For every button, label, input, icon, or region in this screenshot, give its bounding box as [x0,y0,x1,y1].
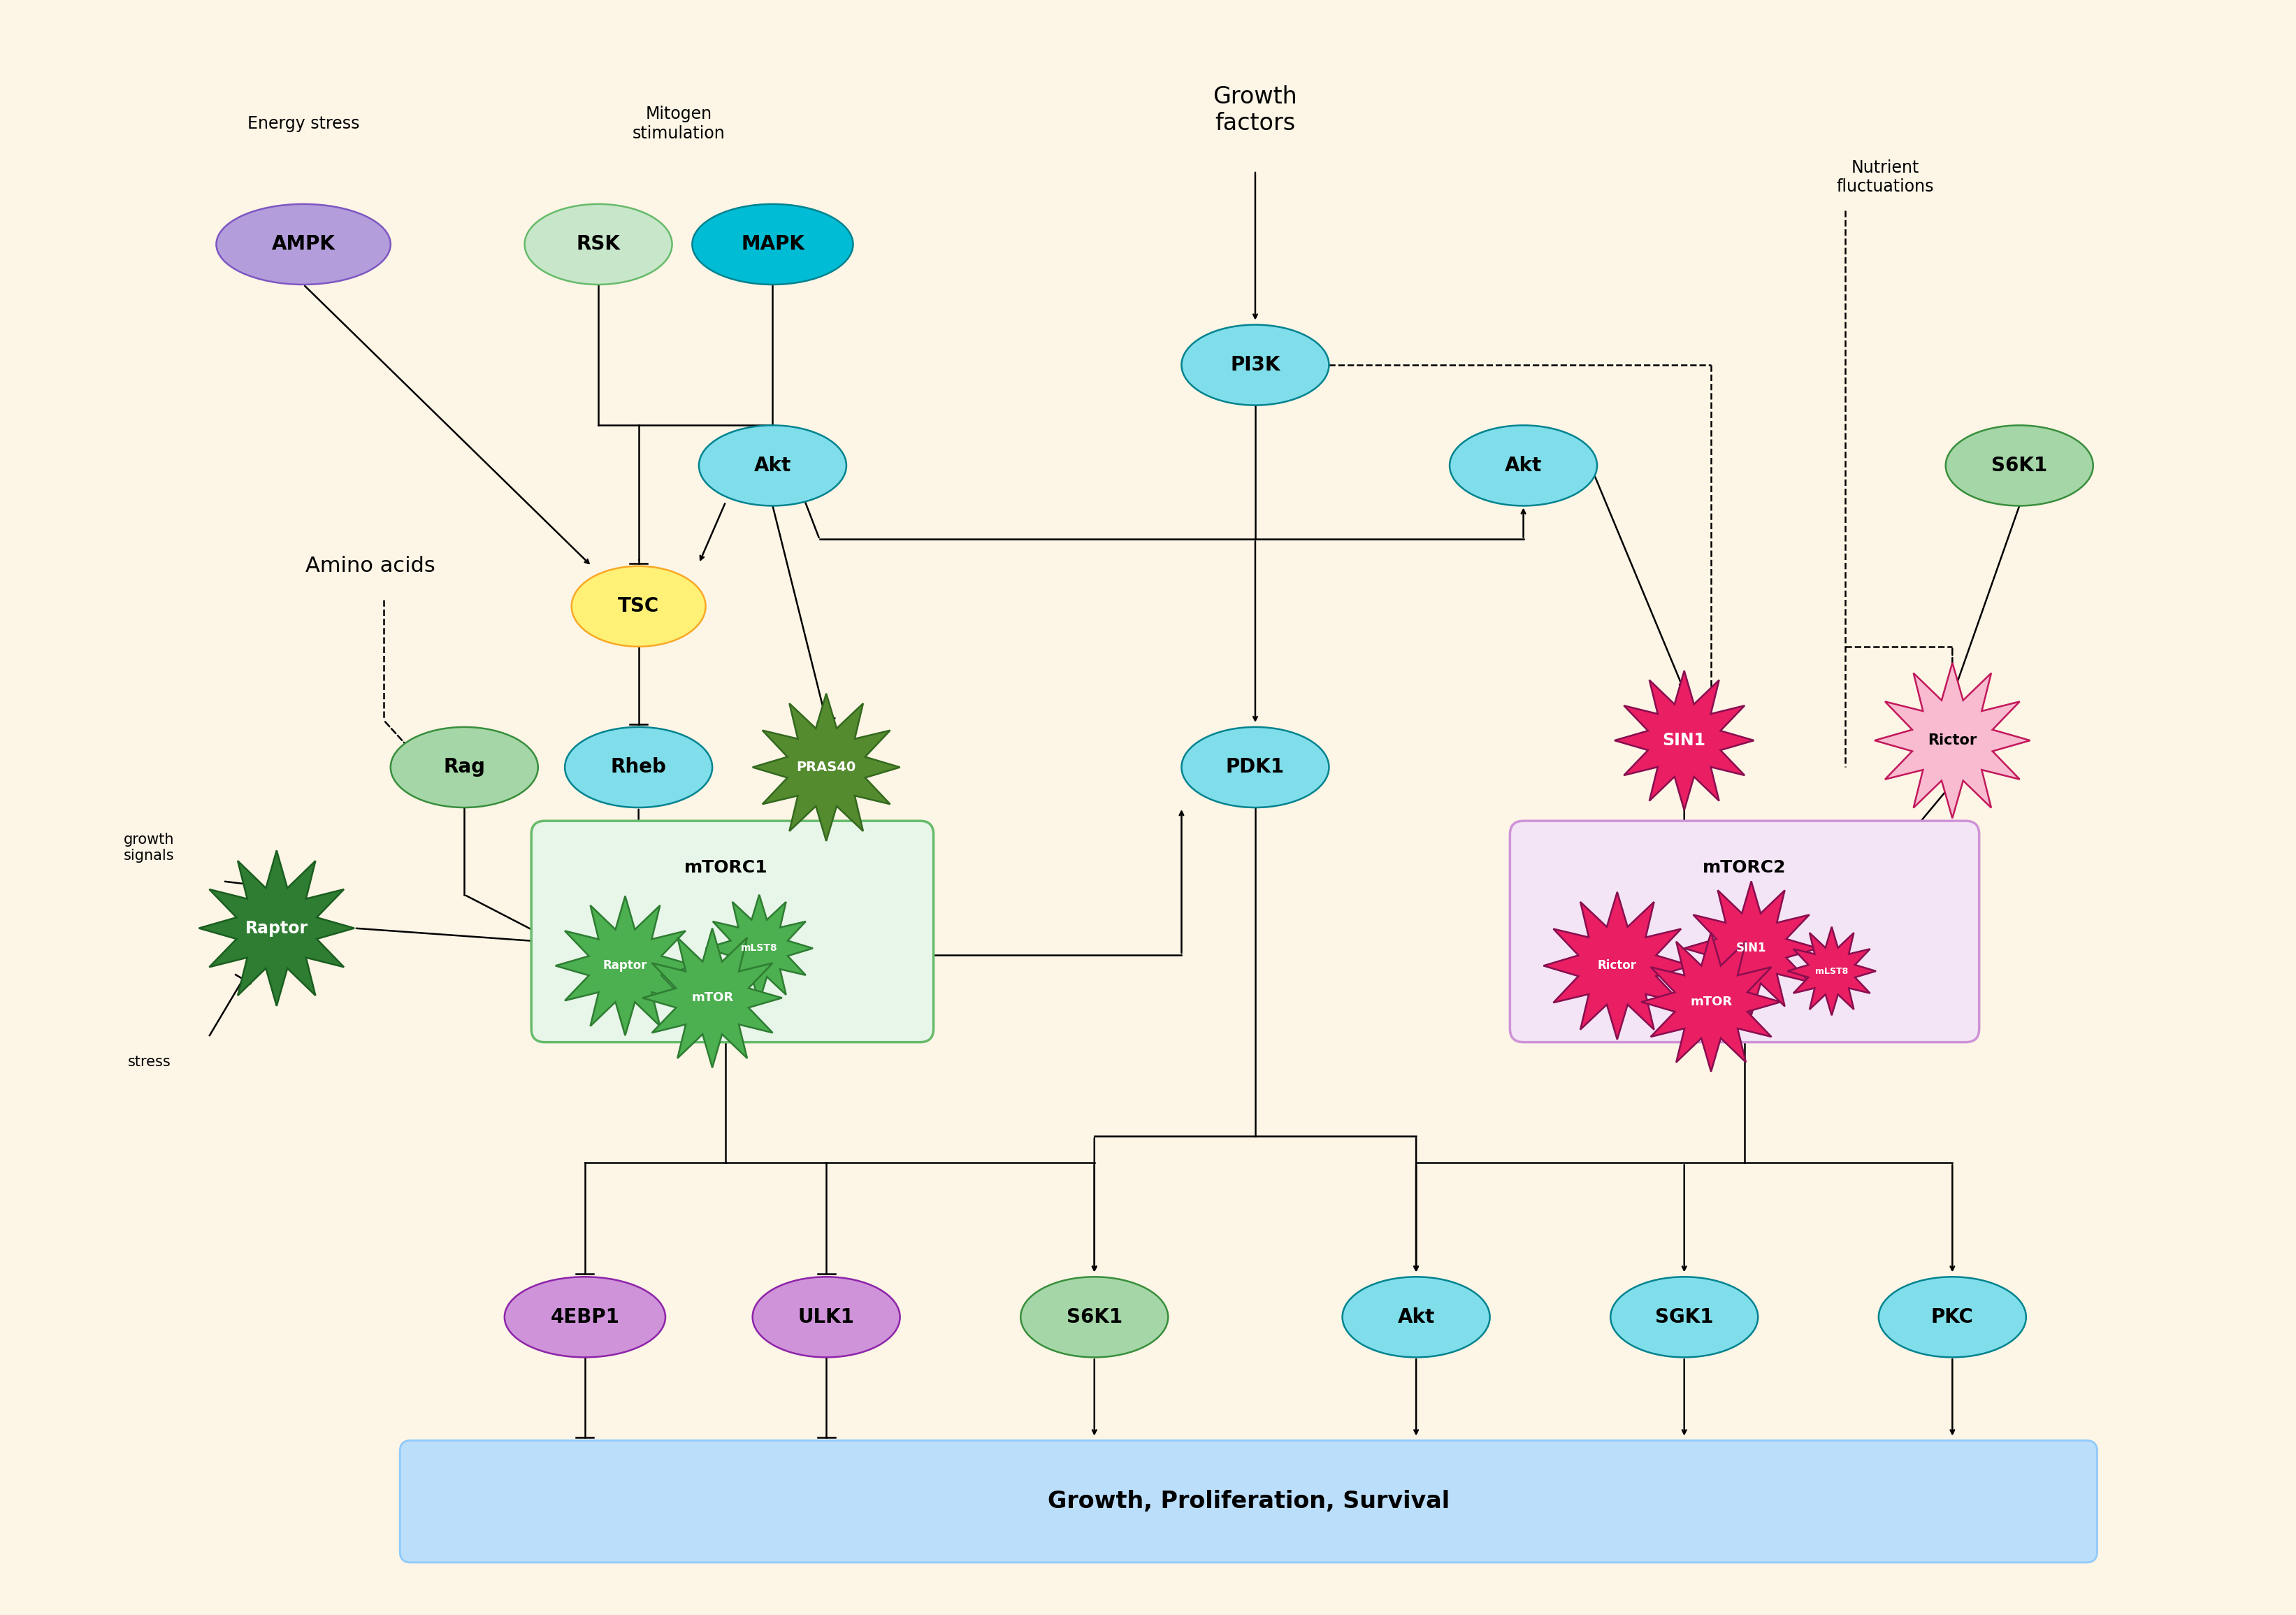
FancyBboxPatch shape [530,820,934,1042]
Text: growth
signals: growth signals [124,833,174,862]
Text: SIN1: SIN1 [1662,732,1706,749]
Text: Nutrient
fluctuations: Nutrient fluctuations [1837,160,1933,195]
Polygon shape [1874,662,2030,819]
Ellipse shape [216,203,390,284]
Text: Akt: Akt [1504,455,1543,475]
Text: Rictor: Rictor [1598,959,1637,972]
Text: Amino acids: Amino acids [305,556,436,577]
Text: Growth, Proliferation, Survival: Growth, Proliferation, Survival [1047,1491,1449,1513]
FancyBboxPatch shape [1511,820,1979,1042]
Ellipse shape [565,727,712,808]
Text: S6K1: S6K1 [1065,1307,1123,1328]
Text: mLST8: mLST8 [742,943,778,953]
Ellipse shape [390,727,537,808]
Text: ULK1: ULK1 [799,1307,854,1328]
Ellipse shape [1022,1277,1169,1357]
Polygon shape [200,851,354,1006]
Polygon shape [643,929,783,1068]
Polygon shape [1614,670,1754,811]
Text: Rheb: Rheb [611,757,666,777]
Text: Rictor: Rictor [1929,733,1977,748]
Text: Energy stress: Energy stress [248,115,360,132]
Polygon shape [705,895,813,1001]
Polygon shape [1543,891,1690,1040]
Ellipse shape [572,567,705,646]
Text: Growth
factors: Growth factors [1212,86,1297,136]
Text: 4EBP1: 4EBP1 [551,1307,620,1328]
Text: mTORC1: mTORC1 [684,859,767,877]
Text: Raptor: Raptor [604,959,647,972]
Ellipse shape [523,203,673,284]
Text: Akt: Akt [1398,1307,1435,1328]
Polygon shape [1789,927,1876,1016]
Ellipse shape [1449,425,1598,505]
Ellipse shape [1182,325,1329,405]
Text: Rag: Rag [443,757,484,777]
Polygon shape [1642,932,1782,1072]
Ellipse shape [1343,1277,1490,1357]
Text: MAPK: MAPK [742,234,804,254]
Ellipse shape [698,425,847,505]
Text: stress: stress [129,1055,170,1069]
Ellipse shape [753,1277,900,1357]
Text: PKC: PKC [1931,1307,1975,1328]
Polygon shape [1685,882,1818,1016]
Text: S6K1: S6K1 [1991,455,2048,475]
Text: AMPK: AMPK [271,234,335,254]
Text: mTORC2: mTORC2 [1704,859,1786,877]
Text: Akt: Akt [753,455,792,475]
Text: PI3K: PI3K [1231,355,1281,375]
Ellipse shape [505,1277,666,1357]
Ellipse shape [1182,727,1329,808]
Ellipse shape [1945,425,2094,505]
Polygon shape [556,896,696,1035]
Text: TSC: TSC [618,596,659,617]
Text: mTOR: mTOR [1690,996,1731,1008]
Text: RSK: RSK [576,234,620,254]
Polygon shape [753,693,900,841]
FancyBboxPatch shape [400,1441,2096,1562]
Ellipse shape [1609,1277,1759,1357]
Text: mTOR: mTOR [691,992,732,1005]
Text: SIN1: SIN1 [1736,942,1766,954]
Text: PDK1: PDK1 [1226,757,1283,777]
Ellipse shape [691,203,854,284]
Text: SGK1: SGK1 [1655,1307,1713,1328]
Ellipse shape [1878,1277,2025,1357]
Text: Raptor: Raptor [246,921,308,937]
Text: mLST8: mLST8 [1816,966,1848,975]
Text: PRAS40: PRAS40 [797,761,856,774]
Text: Mitogen
stimulation: Mitogen stimulation [631,105,726,142]
